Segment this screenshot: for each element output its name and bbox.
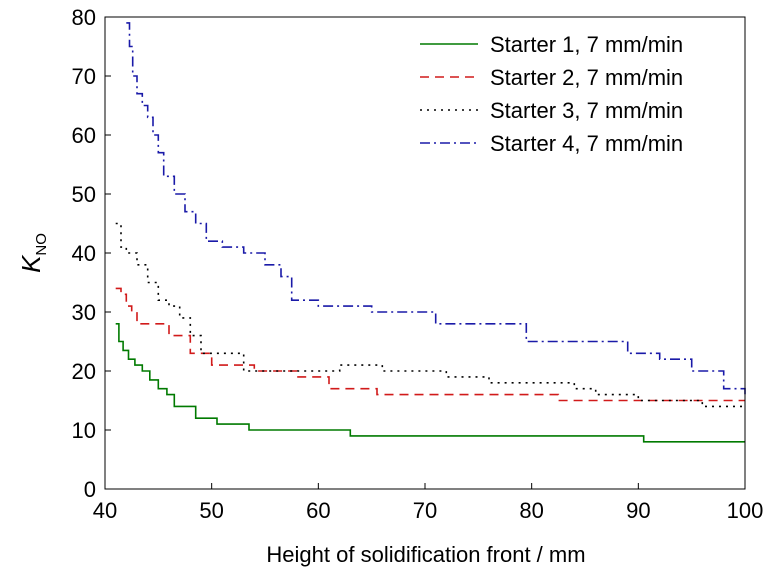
series-layer <box>115 22 746 443</box>
legend: Starter 1, 7 mm/min Starter 2, 7 mm/min St… <box>420 32 683 156</box>
x-tick-label: 40 <box>93 498 117 523</box>
series-line-2 <box>115 287 745 402</box>
y-axis-title-main: K <box>16 254 46 273</box>
legend-label-4: Starter 4, 7 mm/min <box>490 131 683 156</box>
y-tick-label: 0 <box>84 477 96 502</box>
x-tick-label: 50 <box>199 498 223 523</box>
legend-label-2: Starter 2, 7 mm/min <box>490 65 683 90</box>
series-line-3 <box>115 222 745 408</box>
y-tick-label: 80 <box>72 5 96 30</box>
y-axis-title: KNO <box>16 233 50 273</box>
y-tick-label: 10 <box>72 418 96 443</box>
tick-layer: 40 50 60 70 80 90 100 0 10 20 30 40 50 60 70 80 <box>72 5 764 523</box>
y-tick-label: 40 <box>72 241 96 266</box>
x-tick-label: 60 <box>306 498 330 523</box>
x-tick-label: 100 <box>727 498 764 523</box>
y-axis-title-sub: NO <box>33 233 50 256</box>
series-line-4 <box>126 22 746 395</box>
y-tick-label: 70 <box>72 64 96 89</box>
legend-label-3: Starter 3, 7 mm/min <box>490 98 683 123</box>
y-tick-label: 60 <box>72 123 96 148</box>
y-tick-label: 20 <box>72 359 96 384</box>
y-tick-label: 50 <box>72 182 96 207</box>
x-tick-label: 80 <box>519 498 543 523</box>
x-tick-label: 90 <box>626 498 650 523</box>
x-tick-label: 70 <box>413 498 437 523</box>
legend-label-1: Starter 1, 7 mm/min <box>490 32 683 57</box>
series-line-1 <box>115 323 745 443</box>
x-axis-title: Height of solidification front / mm <box>266 542 585 567</box>
y-tick-label: 30 <box>72 300 96 325</box>
